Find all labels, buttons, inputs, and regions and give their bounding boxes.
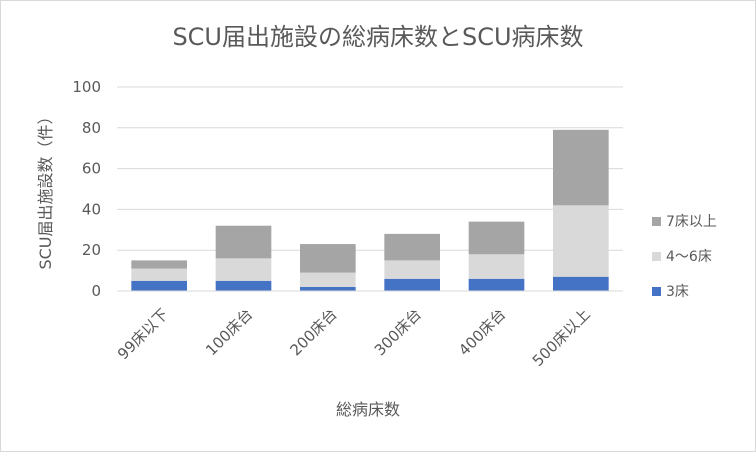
y-axis-title: SCU届出施設数（件）	[36, 108, 55, 269]
x-tick-label: 400床台	[455, 305, 509, 359]
legend: 7床以上 4～6床 3床	[652, 214, 717, 300]
bar-segment	[384, 233, 440, 261]
legend-swatch	[652, 287, 661, 296]
bar-segment	[384, 278, 440, 291]
x-tick-label: 500床以上	[529, 305, 594, 370]
legend-label: 4～6床	[666, 249, 712, 265]
bar-segment	[300, 286, 356, 291]
bar-segment	[215, 258, 272, 281]
bar-segment	[131, 280, 187, 291]
y-tick-label: 60	[82, 160, 101, 178]
bar-segment	[468, 221, 525, 255]
bar-segment	[215, 225, 272, 259]
bar-segment	[131, 260, 187, 269]
bar-segment	[468, 254, 525, 279]
legend-swatch	[652, 252, 661, 261]
bar-segment	[131, 268, 187, 281]
y-axis-tick-labels: 0 20 40 60 80 100	[72, 78, 101, 300]
y-tick-label: 40	[82, 200, 101, 218]
bar-segment	[553, 205, 609, 277]
chart-title: SCU届出施設の総病床数とSCU病床数	[172, 23, 583, 51]
x-tick-label: 300床台	[371, 305, 425, 359]
x-tick-label: 100床台	[202, 305, 256, 359]
x-axis-tick-labels: 99床以下 100床台 200床台 300床台 400床台 500床以上	[114, 305, 594, 370]
bars	[131, 129, 609, 291]
bar-segment	[215, 280, 272, 291]
bar-segment	[384, 260, 440, 279]
gridlines	[117, 86, 623, 251]
bar-segment	[553, 276, 609, 291]
y-tick-label: 0	[91, 282, 101, 300]
bar-segment	[553, 129, 609, 206]
y-tick-label: 100	[72, 78, 101, 96]
y-tick-label: 80	[82, 119, 101, 137]
x-tick-label: 200床台	[286, 305, 340, 359]
legend-swatch	[652, 217, 661, 226]
legend-label: 7床以上	[666, 214, 717, 230]
x-tick-label: 99床以下	[114, 305, 172, 363]
legend-label: 3床	[666, 284, 689, 300]
x-axis-title: 総病床数	[336, 400, 400, 419]
y-tick-label: 20	[82, 241, 101, 259]
bar-segment	[300, 244, 356, 273]
bar-segment	[468, 278, 525, 291]
bar-segment	[300, 272, 356, 287]
